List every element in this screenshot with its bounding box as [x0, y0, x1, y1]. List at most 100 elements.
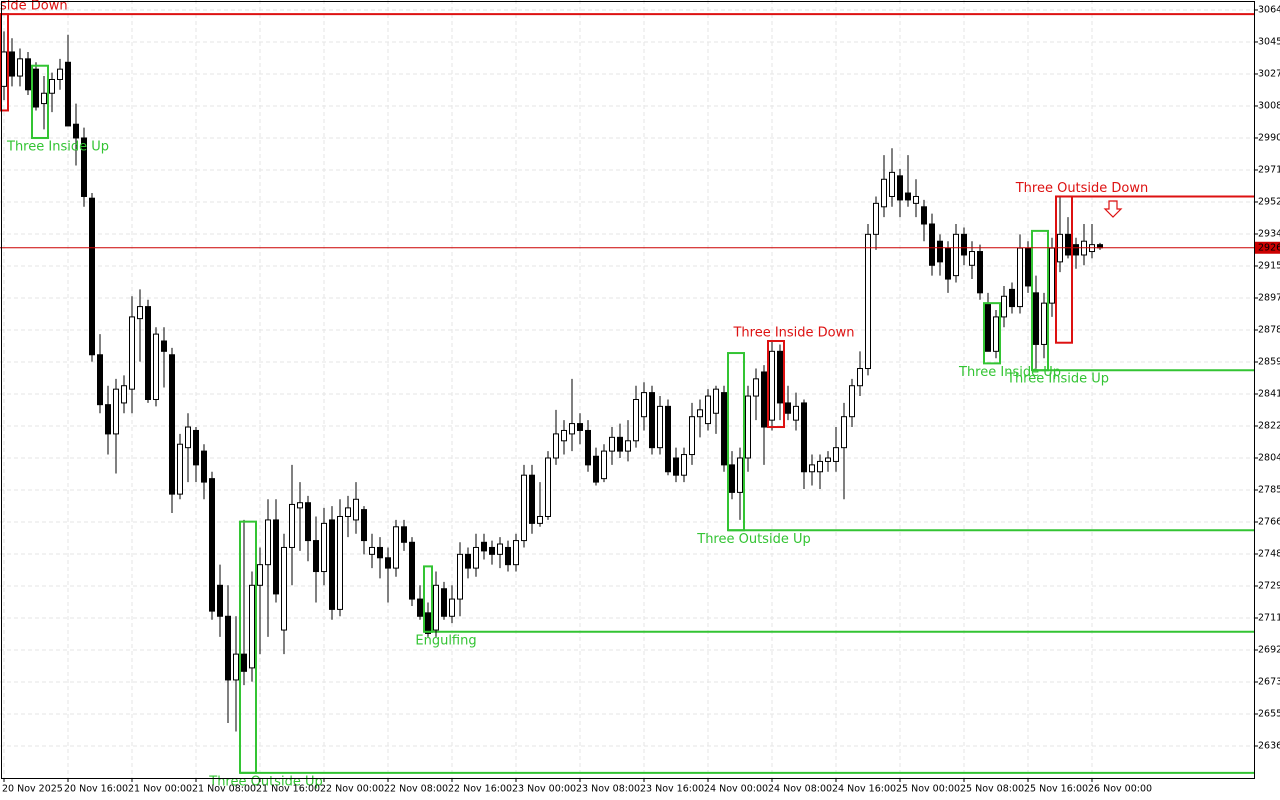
candle-up	[553, 433, 559, 459]
candle-up	[737, 457, 743, 493]
pattern-levels	[0, 13, 1254, 774]
candle-down	[505, 546, 511, 566]
candle-down	[785, 402, 791, 414]
candle-up	[121, 385, 127, 404]
pattern-box	[31, 64, 49, 139]
candle-down	[273, 519, 279, 595]
candle-down	[489, 546, 495, 555]
candle-down	[585, 429, 591, 466]
candle-up	[57, 68, 63, 80]
candle-up	[641, 392, 647, 418]
x-tick-label: 23 Nov 16:00	[640, 784, 704, 795]
candle-down	[529, 474, 535, 524]
candle-down	[409, 541, 415, 600]
candle-down	[145, 306, 151, 400]
overlay: Outside Down Three Inside Up Three Outside…	[0, 0, 1254, 789]
candle-up	[689, 416, 695, 456]
candle-down	[361, 509, 367, 542]
pattern-box	[1055, 195, 1073, 344]
y-tick-label: 2990.00	[1258, 132, 1280, 143]
y-tick-label: 3008.60	[1258, 100, 1280, 111]
y-tick-label: 2822.60	[1258, 420, 1280, 431]
candle-down	[169, 354, 175, 495]
candle-down	[161, 340, 167, 352]
x-tick-label: 21 Nov 16:00	[256, 784, 320, 795]
candle-down	[577, 423, 583, 431]
candle-up	[137, 306, 143, 320]
candle-up	[153, 333, 159, 400]
candle-down	[721, 392, 727, 466]
candle-down	[929, 223, 935, 266]
y-tick-label: 2673.80	[1258, 676, 1280, 687]
candle-down	[921, 206, 927, 225]
candle-down	[241, 653, 247, 672]
x-tick-label: 25 Nov 00:00	[896, 784, 960, 795]
candle-down	[105, 404, 111, 435]
candle-up	[1041, 302, 1047, 345]
candle-down	[673, 457, 679, 476]
sell-arrow	[1103, 200, 1123, 218]
candle-up	[433, 584, 439, 631]
candle-up	[185, 426, 191, 449]
candle-up	[257, 564, 263, 586]
x-tick-label: 22 Nov 00:00	[320, 784, 384, 795]
candle-up	[913, 195, 919, 204]
candle-up	[113, 388, 119, 435]
candle-up	[817, 460, 823, 473]
axes: 3064.40 3045.80 3027.20 3008.60 2990.00 2971.…	[2, 4, 1280, 795]
x-tick-label: 22 Nov 08:00	[384, 784, 448, 795]
candle-up	[1001, 295, 1007, 318]
candle-down	[897, 175, 903, 201]
candle-up	[857, 368, 863, 387]
candle-up	[881, 178, 887, 208]
y-tick-label: 2636.60	[1258, 740, 1280, 751]
candle-up	[809, 464, 815, 473]
pattern-label: Three Inside Up	[958, 365, 1061, 380]
candle-down	[401, 526, 407, 543]
candle-up	[249, 584, 255, 669]
candle-down	[385, 557, 391, 569]
x-tick-label: 24 Nov 08:00	[768, 784, 832, 795]
candle-up	[1017, 247, 1023, 308]
y-tick-label: 2915.60	[1258, 260, 1280, 271]
candle-down	[481, 541, 487, 552]
pattern-box	[0, 13, 9, 112]
candle-down	[201, 450, 207, 483]
candle-up	[625, 440, 631, 452]
pattern-box	[423, 565, 433, 633]
candle-down	[441, 588, 447, 617]
pattern-label: Three Inside Up	[6, 139, 109, 154]
y-tick-label: 2971.40	[1258, 164, 1280, 175]
candle-up	[609, 436, 615, 452]
y-tick-label: 2766.80	[1258, 516, 1280, 527]
x-tick-label: 21 Nov 08:00	[192, 784, 256, 795]
candle-up	[793, 405, 799, 421]
candle-up	[321, 522, 327, 573]
candle-down	[9, 51, 15, 77]
candle-up	[393, 526, 399, 569]
candle-up	[545, 457, 551, 517]
candle-up	[993, 316, 999, 352]
candle-up	[353, 498, 359, 521]
candle-down	[329, 519, 335, 610]
pattern-label: Three Inside Down	[732, 325, 854, 340]
candle-up	[513, 540, 519, 566]
candle-down	[425, 612, 431, 634]
candle-down	[417, 598, 423, 617]
pattern-label: Outside Down	[0, 0, 68, 14]
y-tick-label: 3064.40	[1258, 4, 1280, 15]
candle-down	[985, 302, 991, 352]
candle-up	[537, 515, 543, 524]
candle-up	[745, 395, 751, 459]
x-tick-label: 21 Nov 00:00	[128, 784, 192, 795]
y-tick-label: 2952.80	[1258, 196, 1280, 207]
y-tick-label: 2804.00	[1258, 452, 1280, 463]
candle-up	[1049, 247, 1055, 304]
candle-down	[25, 58, 31, 91]
candle-up	[849, 385, 855, 418]
pattern-label: Three Inside Up	[1006, 372, 1109, 387]
candle-down	[33, 68, 39, 108]
candle-down	[89, 197, 95, 356]
